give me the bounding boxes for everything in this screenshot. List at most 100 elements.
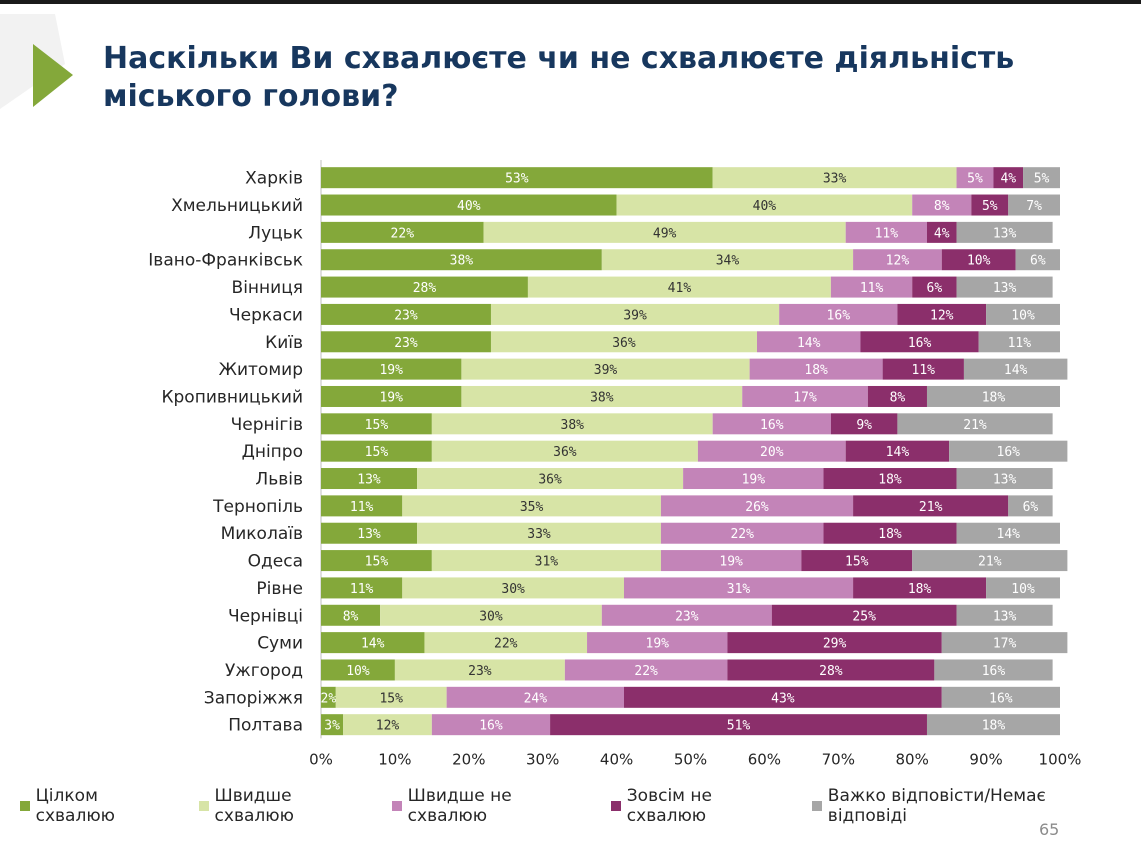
data-label: 38% (450, 254, 474, 269)
data-label: 18% (878, 527, 902, 542)
data-label: 53% (505, 172, 529, 187)
bar-segment (601, 249, 854, 271)
bar-segment (912, 276, 957, 298)
bar-segment (550, 714, 927, 736)
bar-segment (1015, 249, 1060, 271)
data-label: 6% (1030, 254, 1046, 269)
bar-segment (712, 167, 957, 189)
bar-segment (779, 303, 898, 325)
bar-segment (823, 522, 957, 544)
bar-segment (912, 194, 972, 216)
bar-segment (926, 385, 1060, 407)
bar-segment (742, 385, 868, 407)
bar-segment (845, 221, 927, 243)
bar-segment (564, 659, 728, 681)
data-label: 43% (771, 691, 795, 706)
data-label: 14% (1004, 363, 1028, 378)
data-label: 39% (594, 363, 618, 378)
data-label: 38% (561, 418, 585, 433)
bar-segment (431, 714, 551, 736)
bar-segment (431, 413, 713, 435)
x-tick-label: 70% (822, 750, 855, 768)
bar-segment (424, 632, 588, 654)
bar-segment (380, 604, 602, 626)
bar-segment (941, 686, 1060, 708)
bar-segment (683, 468, 824, 490)
bar-segment (321, 249, 602, 271)
data-label: 28% (819, 664, 843, 679)
bar-segment (321, 303, 491, 325)
data-label: 18% (878, 473, 902, 488)
bar-segment (417, 468, 684, 490)
data-label: 40% (457, 199, 481, 214)
data-label: 12% (930, 308, 954, 323)
bar-segment (321, 385, 462, 407)
data-label: 13% (993, 609, 1017, 624)
category-label: Ужгород (225, 661, 303, 681)
data-label: 13% (993, 473, 1017, 488)
bar-segment (697, 440, 846, 462)
bar-segment (993, 167, 1024, 189)
green-triangle-shape (33, 44, 73, 107)
bar-segment (402, 495, 661, 517)
data-label: 38% (590, 390, 614, 405)
bar-segment (956, 167, 994, 189)
category-label: Кропивницький (161, 387, 303, 407)
data-label: 19% (379, 363, 403, 378)
bar-segment (446, 686, 624, 708)
data-label: 16% (479, 719, 503, 734)
bar-segment (853, 577, 987, 599)
category-label: Дніпро (242, 442, 303, 462)
data-label: 16% (760, 418, 784, 433)
data-label: 39% (623, 308, 647, 323)
bar-segment (926, 221, 957, 243)
category-label: Луцьк (248, 223, 303, 243)
x-tick-label: 0% (309, 750, 333, 768)
data-label: 18% (804, 363, 828, 378)
bar-segment (860, 331, 979, 353)
data-label: 41% (668, 281, 692, 296)
data-label: 12% (376, 719, 400, 734)
data-label: 10% (346, 664, 370, 679)
bar-segment (601, 604, 772, 626)
bar-segment (623, 577, 854, 599)
bar-segment (853, 495, 1009, 517)
data-label: 2% (321, 691, 337, 706)
bar-segment (956, 604, 1053, 626)
data-label: 14% (997, 527, 1021, 542)
data-label: 6% (1023, 500, 1039, 515)
data-label: 33% (823, 172, 847, 187)
legend-swatch (812, 801, 822, 811)
x-tick-label: 40% (600, 750, 633, 768)
data-label: 13% (993, 281, 1017, 296)
bar-segment (321, 686, 336, 708)
bar-segment (845, 440, 950, 462)
bar-segment (321, 221, 484, 243)
data-label: 15% (379, 691, 403, 706)
x-tick-label: 20% (452, 750, 485, 768)
x-tick-label: 10% (378, 750, 411, 768)
legend-swatch (198, 801, 209, 811)
category-label: Суми (257, 634, 303, 654)
bar-segment (321, 468, 418, 490)
bar-segment (897, 413, 1053, 435)
bar-segment (956, 468, 1053, 490)
data-label: 22% (494, 637, 518, 652)
data-label: 14% (886, 445, 910, 460)
data-label: 23% (394, 308, 418, 323)
data-label: 12% (886, 254, 910, 269)
legend-item: Цілком схвалюю (20, 786, 177, 826)
data-label: 11% (350, 582, 374, 597)
page-title: Наскільки Ви схвалюєте чи не схвалюєте д… (103, 40, 1103, 116)
data-label: 16% (908, 336, 932, 351)
data-label: 36% (553, 445, 577, 460)
bar-segment (490, 303, 780, 325)
data-label: 10% (1011, 582, 1035, 597)
bar-segment (830, 413, 898, 435)
bar-segment (321, 358, 462, 380)
bar-segment (1008, 495, 1053, 517)
bar-segment (321, 659, 395, 681)
data-label: 4% (1000, 172, 1016, 187)
category-label: Івано-Франківськ (148, 251, 303, 271)
bar-segment (971, 194, 1009, 216)
